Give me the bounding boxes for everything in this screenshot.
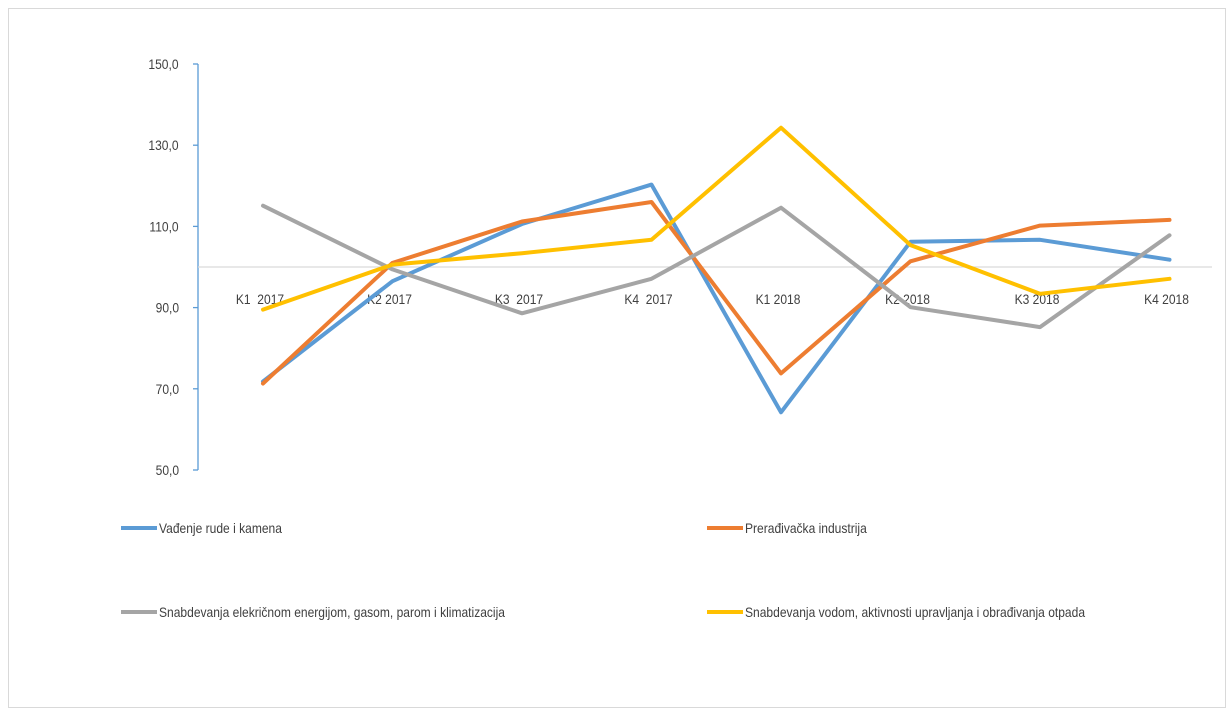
y-tick-label: 150,0 [148, 56, 178, 72]
legend-swatch [707, 526, 743, 530]
series-line-3 [261, 203, 1172, 330]
legend-item: Prerađivačka industrija [707, 520, 887, 536]
x-tick-label: K4 2018 [1144, 291, 1189, 307]
y-tick-label: 50,0 [156, 462, 179, 478]
y-tick-label: 110,0 [149, 219, 178, 235]
legend-swatch [707, 610, 743, 614]
x-tick-label: K3 2017 [495, 291, 543, 307]
series-line-4 [261, 125, 1172, 312]
legend-swatch [121, 526, 157, 530]
y-tick-label: 90,0 [156, 300, 179, 316]
legend-item: Snabdevanja elekričnom energijom, gasom,… [121, 604, 561, 620]
y-tick-label: 130,0 [148, 137, 178, 153]
legend-label: Vađenje rude i kamena [159, 520, 282, 536]
legend-label: Prerađivačka industrija [745, 520, 867, 536]
legend-item: Vađenje rude i kamena [121, 520, 302, 536]
series-line-1 [261, 182, 1172, 415]
series-line-2 [261, 200, 1172, 386]
legend-item: Snabdevanja vodom, aktivnosti upravljanj… [707, 604, 1140, 620]
x-tick-label: K3 2018 [1015, 291, 1060, 307]
y-tick-label: 70,0 [156, 381, 179, 397]
x-tick-label: K1 2017 [236, 291, 284, 307]
legend-label: Snabdevanja vodom, aktivnosti upravljanj… [745, 604, 1086, 620]
x-tick-label: K4 2017 [624, 291, 672, 307]
x-tick-label: K1 2018 [756, 291, 801, 307]
legend-swatch [121, 610, 157, 614]
legend-label: Snabdevanja elekričnom energijom, gasom,… [159, 604, 505, 620]
chart-frame [8, 8, 1226, 708]
y-axis: 50,0 70,0 90,0 110,0 130,0 150,0 [148, 56, 199, 478]
series-lines [261, 125, 1172, 415]
x-tick-label: K2 2017 [367, 291, 412, 307]
x-axis-labels: K1 2017 K2 2017 K3 2017 K4 2017 K1 2018 K2 20… [236, 291, 1189, 307]
